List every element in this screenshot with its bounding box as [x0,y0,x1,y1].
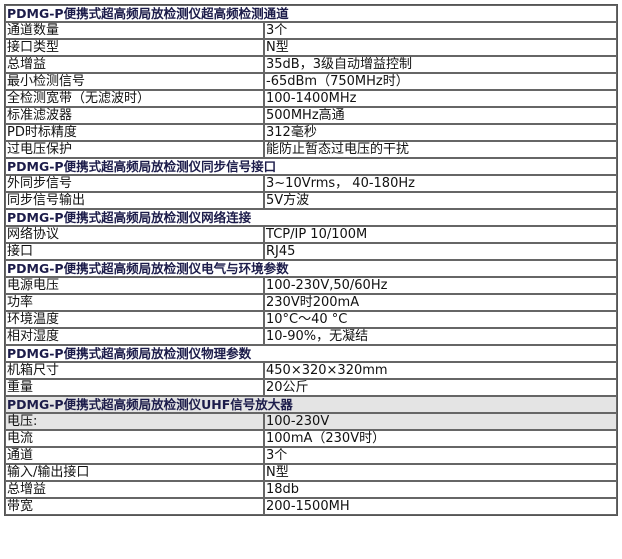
spec-value: 5V方波 [264,192,617,209]
table-row: 输入/输出接口 N型 [5,464,617,481]
spec-value: 450×320×320mm [264,362,617,379]
spec-label: 外同步信号 [5,175,265,192]
spec-value: 10-90%，无凝结 [264,328,617,345]
section-title: PDMG-P便携式超高频局放检测仪物理参数 [5,345,617,362]
table-row: 通道 3个 [5,447,617,464]
spec-label: 过电压保护 [5,141,265,158]
table-row: 全检测宽带（无滤波时） 100-1400MHz [5,90,617,107]
spec-value: 230V时200mA [264,294,617,311]
spec-value: 3个 [264,22,617,39]
table-row: 总增益 18db [5,481,617,498]
spec-value: -65dBm（750MHz时） [264,73,617,90]
spec-label: 总增益 [5,481,265,498]
table-row: 电源电压 100-230V,50/60Hz [5,277,617,294]
table-row: 同步信号输出 5V方波 [5,192,617,209]
spec-value: 100-230V,50/60Hz [264,277,617,294]
table-row: 功率 230V时200mA [5,294,617,311]
spec-value: 18db [264,481,617,498]
spec-label: 输入/输出接口 [5,464,265,481]
table-row: 接口类型 N型 [5,39,617,56]
section-header: PDMG-P便携式超高频局放检测仪超高频检测通道 [5,5,617,22]
table-row: 总增益 35dB，3级自动增益控制 [5,56,617,73]
spec-value: RJ45 [264,243,617,260]
spec-label: 机箱尺寸 [5,362,265,379]
spec-value: 312毫秒 [264,124,617,141]
spec-value: 500MHz高通 [264,107,617,124]
section-header: PDMG-P便携式超高频局放检测仪网络连接 [5,209,617,226]
spec-value: 10°C～40 °C [264,311,617,328]
table-row: PD时标精度 312毫秒 [5,124,617,141]
table-row: 环境温度 10°C～40 °C [5,311,617,328]
spec-label: 接口 [5,243,265,260]
table-row: 电流 100mA（230V时） [5,430,617,447]
spec-value: 100-230V [264,413,617,430]
spec-label: 最小检测信号 [5,73,265,90]
spec-table: PDMG-P便携式超高频局放检测仪超高频检测通道 通道数量 3个 接口类型 N型 总增益 3… [4,4,618,516]
table-row: 机箱尺寸 450×320×320mm [5,362,617,379]
spec-label: 全检测宽带（无滤波时） [5,90,265,107]
spec-label: 重量 [5,379,265,396]
table-row: 相对湿度 10-90%，无凝结 [5,328,617,345]
spec-value: N型 [264,39,617,56]
table-row: 电压: 100-230V [5,413,617,430]
spec-value: 200-1500MH [264,498,617,515]
spec-label: 环境温度 [5,311,265,328]
spec-value: 3~10Vrms， 40-180Hz [264,175,617,192]
spec-label: 电压: [5,413,265,430]
spec-label: 通道 [5,447,265,464]
section-title: PDMG-P便携式超高频局放检测仪电气与环境参数 [5,260,617,277]
section-title: PDMG-P便携式超高频局放检测仪同步信号接口 [5,158,617,175]
spec-value: 100mA（230V时） [264,430,617,447]
table-row: 通道数量 3个 [5,22,617,39]
spec-value: 35dB，3级自动增益控制 [264,56,617,73]
table-row: 接口 RJ45 [5,243,617,260]
spec-label: 电源电压 [5,277,265,294]
section-title: PDMG-P便携式超高频局放检测仪超高频检测通道 [5,5,617,22]
spec-label: 通道数量 [5,22,265,39]
spec-label: PD时标精度 [5,124,265,141]
section-header: PDMG-P便携式超高频局放检测仪电气与环境参数 [5,260,617,277]
spec-label: 电流 [5,430,265,447]
table-row: 带宽 200-1500MH [5,498,617,515]
spec-value: 3个 [264,447,617,464]
spec-value: TCP/IP 10/100M [264,226,617,243]
table-row: 过电压保护 能防止暂态过电压的干扰 [5,141,617,158]
table-row: 最小检测信号 -65dBm（750MHz时） [5,73,617,90]
section-header: PDMG-P便携式超高频局放检测仪同步信号接口 [5,158,617,175]
table-row: 网络协议 TCP/IP 10/100M [5,226,617,243]
spec-label: 功率 [5,294,265,311]
section-header: PDMG-P便携式超高频局放检测仪物理参数 [5,345,617,362]
table-row: 外同步信号 3~10Vrms， 40-180Hz [5,175,617,192]
spec-label: 同步信号输出 [5,192,265,209]
spec-value: N型 [264,464,617,481]
spec-value: 能防止暂态过电压的干扰 [264,141,617,158]
spec-label: 网络协议 [5,226,265,243]
spec-label: 标准滤波器 [5,107,265,124]
section-title: PDMG-P便携式超高频局放检测仪UHF信号放大器 [5,396,617,413]
spec-value: 100-1400MHz [264,90,617,107]
table-row: 标准滤波器 500MHz高通 [5,107,617,124]
spec-value: 20公斤 [264,379,617,396]
spec-label: 总增益 [5,56,265,73]
section-header: PDMG-P便携式超高频局放检测仪UHF信号放大器 [5,396,617,413]
spec-label: 带宽 [5,498,265,515]
table-row: 重量 20公斤 [5,379,617,396]
section-title: PDMG-P便携式超高频局放检测仪网络连接 [5,209,617,226]
spec-label: 接口类型 [5,39,265,56]
spec-label: 相对湿度 [5,328,265,345]
